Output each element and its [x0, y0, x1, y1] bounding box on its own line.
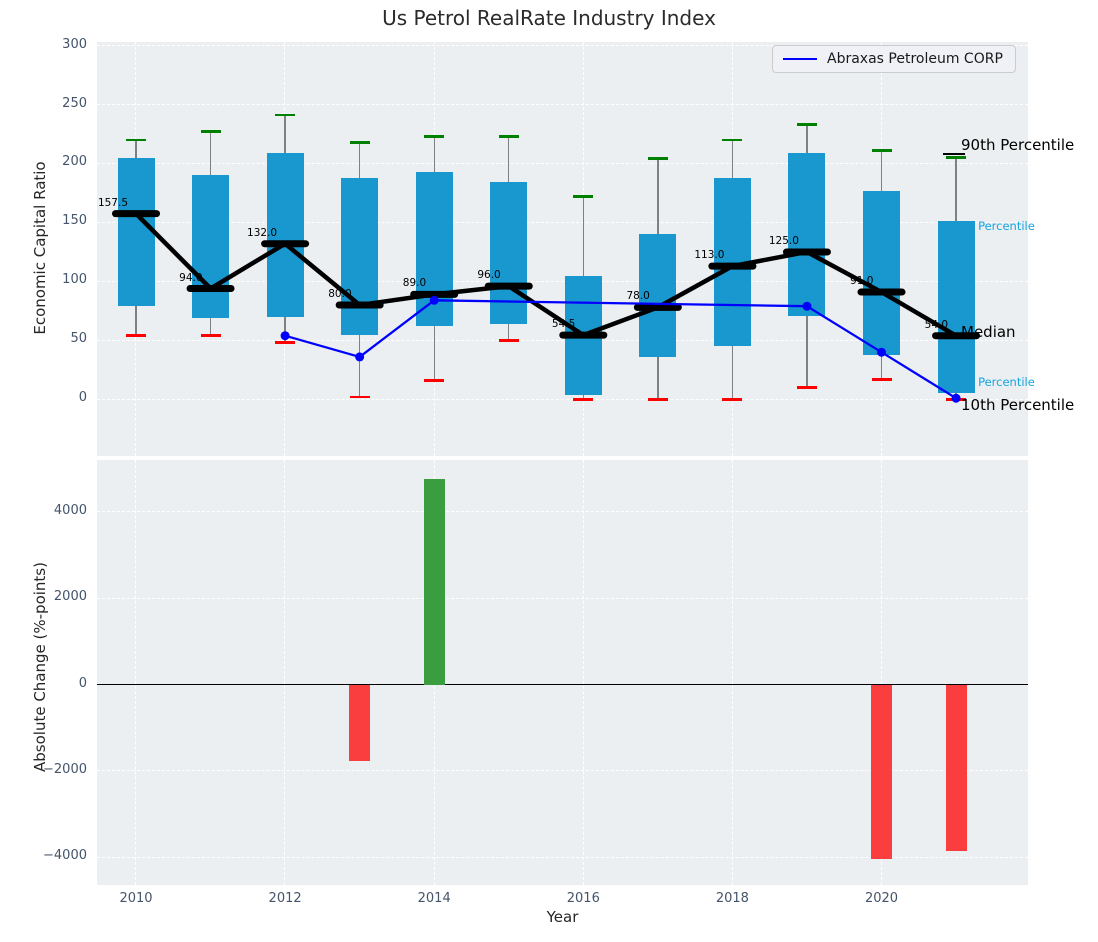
change-bar-negative [871, 684, 892, 860]
whisker-cap-90th [275, 113, 296, 117]
x-tick-label: 2018 [715, 891, 749, 906]
whisker-cap-90th [647, 157, 668, 161]
iqr-box [863, 190, 900, 355]
bottom-gridline-v [582, 460, 584, 885]
whisker-cap-10th [573, 398, 594, 401]
whisker-cap-10th [200, 334, 221, 337]
top-gridline-h [97, 221, 1028, 223]
chart-title: Us Petrol RealRate Industry Index [382, 6, 716, 30]
whisker-cap-90th [946, 156, 967, 159]
median-value-label: 94.0 [179, 271, 203, 284]
top-gridline-h [97, 103, 1028, 105]
bottom-gridline-h [97, 511, 1028, 513]
legend: Abraxas Petroleum CORP [772, 45, 1016, 73]
top-y-tick-label: 0 [78, 390, 87, 406]
iqr-box [192, 175, 230, 318]
top-chart-lines [112, 210, 981, 403]
zero-line [97, 683, 1028, 686]
company-line [284, 299, 957, 400]
top-gridline-h [97, 398, 1028, 400]
whisker-cap-10th [126, 334, 146, 337]
x-tick-label: 2016 [566, 891, 600, 906]
x-tick-label: 2010 [119, 891, 153, 906]
change-bar-negative [945, 684, 967, 852]
bottom-gridline-v [135, 460, 137, 885]
whisker-cap-90th [573, 195, 594, 198]
bottom-y-tick-label: −4000 [43, 848, 87, 864]
company-point [280, 331, 290, 341]
company-point [802, 301, 812, 311]
bottom-gridline-h [97, 856, 1028, 858]
bottom-gridline-v [284, 460, 286, 885]
median-value-label: 96.0 [477, 269, 501, 282]
whisker-cap-10th [424, 379, 445, 382]
bottom-gridline-v [880, 460, 882, 885]
company-point [355, 352, 365, 362]
whisker-cap-90th [871, 149, 892, 152]
whisker-cap-90th [200, 130, 221, 133]
median-value-label: 54.5 [551, 318, 576, 331]
whisker-cap-90th [498, 135, 519, 138]
top-y-tick-label: 250 [62, 95, 87, 111]
x-tick-label: 2012 [268, 891, 302, 906]
top-y-tick-label: 200 [62, 154, 87, 170]
top-gridline-h [97, 44, 1028, 46]
top-y-tick-label: 300 [62, 36, 87, 52]
bottom-y-tick-label: 4000 [53, 502, 87, 518]
x-axis-label: Year [546, 908, 579, 926]
iqr-box [117, 157, 155, 307]
iqr-box [788, 152, 826, 316]
whisker-cap-10th [796, 386, 817, 389]
whisker-cap-10th [349, 395, 370, 399]
whisker-cap-90th [722, 138, 743, 142]
iqr-box [266, 152, 304, 317]
legend-line-sample [783, 58, 817, 60]
bottom-y-tick-label: 2000 [53, 589, 87, 605]
median-value-label: 125.0 [768, 234, 799, 247]
top-y-tick-label: 50 [70, 331, 87, 347]
bottom-gridline-h [97, 597, 1028, 599]
median-trend-line [134, 212, 958, 338]
bottom-y-tick-label: −2000 [43, 761, 87, 777]
top-y-axis-label: Economic Capital Ratio [31, 161, 49, 335]
median-value-label: 113.0 [694, 249, 725, 262]
bottom-axes [97, 460, 1028, 885]
change-bar-negative [349, 684, 371, 762]
whisker-cap-10th [647, 398, 668, 401]
whisker-cap-10th [275, 341, 296, 345]
legend-label: Abraxas Petroleum CORP [827, 51, 1003, 67]
change-bar-positive [423, 479, 445, 685]
iqr-box [639, 234, 677, 357]
whisker-cap-90th [349, 140, 370, 144]
bottom-gridline-v [731, 460, 733, 885]
whisker-cap-90th [796, 123, 817, 126]
whisker-cap-90th [424, 135, 445, 138]
x-tick-label: 2020 [864, 891, 899, 906]
whisker-cap-10th [871, 378, 892, 381]
bottom-gridline-h [97, 770, 1028, 772]
whisker-cap-10th [498, 339, 519, 342]
top-gridline-h [97, 339, 1028, 341]
median-value-label: 157.5 [97, 196, 128, 209]
x-tick-label: 2014 [417, 891, 451, 906]
top-y-tick-label: 150 [62, 213, 87, 229]
median-value-label: 80.0 [328, 288, 352, 301]
median-value-label: 89.0 [402, 277, 427, 290]
top-axes: 75th Percentile 25th Percentile 157.5 94.0 1… [97, 42, 1035, 456]
company-point [877, 347, 886, 357]
company-point [429, 295, 439, 305]
whisker-cap-90th [126, 138, 146, 142]
top-gridline-h [97, 162, 1028, 164]
bottom-y-tick-label: 0 [78, 675, 87, 691]
median-value-label: 91.0 [850, 275, 874, 288]
iqr-box [937, 221, 975, 394]
median-value-label: 132.0 [247, 226, 278, 239]
top-y-tick-label: 100 [62, 272, 87, 288]
whisker-cap-10th [722, 398, 743, 401]
top-gridline-h [97, 280, 1028, 282]
company-point [951, 393, 961, 403]
median-value-label: 78.0 [626, 290, 650, 303]
median-value-label: 54.0 [924, 318, 949, 331]
